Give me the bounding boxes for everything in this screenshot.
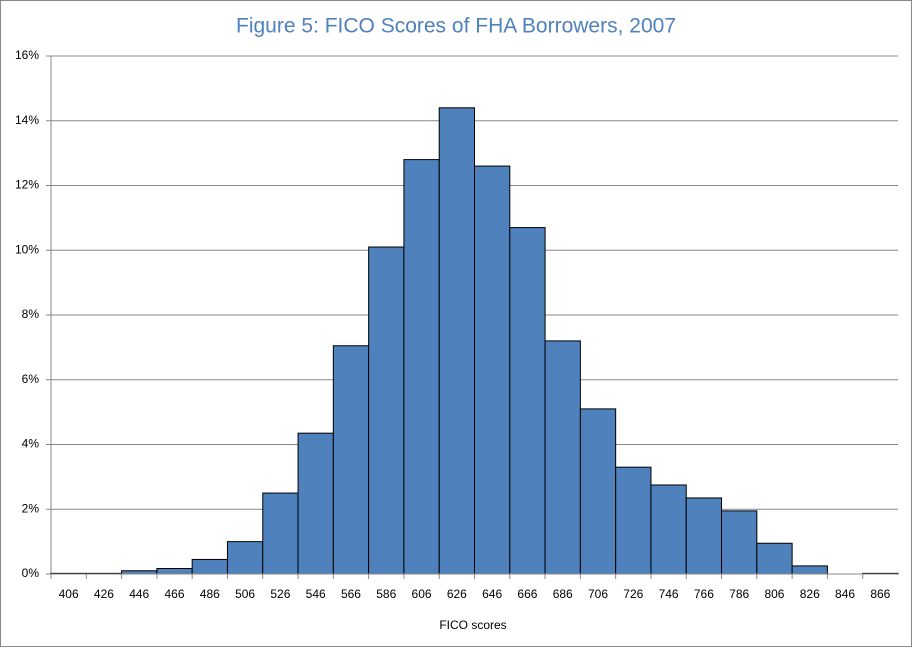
x-tick-label: 846 — [835, 587, 855, 601]
bar — [226, 541, 264, 575]
bar — [438, 107, 476, 575]
x-tick-label: 806 — [764, 587, 784, 601]
x-tick-label: 786 — [729, 587, 749, 601]
bar — [579, 408, 617, 575]
x-tick-label: 486 — [200, 587, 220, 601]
x-tick-label: 666 — [517, 587, 537, 601]
x-tick-label: 826 — [800, 587, 820, 601]
bar — [156, 567, 193, 575]
y-tick-label: 12% — [15, 178, 39, 192]
x-tick-label: 466 — [165, 587, 185, 601]
bar — [721, 510, 758, 575]
x-tick-label: 746 — [659, 587, 679, 601]
bar — [474, 165, 511, 575]
x-tick-label: 526 — [270, 587, 290, 601]
x-tick-label: 546 — [306, 587, 326, 601]
chart-title: Figure 5: FICO Scores of FHA Borrowers, … — [236, 15, 676, 38]
x-tick-label: 726 — [623, 587, 643, 601]
bar — [544, 340, 581, 575]
y-tick-label: 4% — [22, 437, 40, 451]
y-tick-label: 10% — [15, 242, 39, 256]
y-tick-label: 8% — [22, 307, 40, 321]
x-tick-label: 506 — [235, 587, 255, 601]
y-tick-label: 0% — [22, 566, 40, 580]
bar — [509, 227, 546, 575]
y-tick-label: 16% — [15, 48, 39, 62]
x-tick-label: 646 — [482, 587, 502, 601]
x-tick-label: 766 — [694, 587, 714, 601]
x-tick-label: 706 — [588, 587, 608, 601]
x-tick-label: 406 — [59, 587, 79, 601]
bar — [650, 484, 687, 575]
x-tick-label: 686 — [553, 587, 573, 601]
y-tick-label: 14% — [15, 113, 39, 127]
bar — [403, 159, 440, 575]
bar — [368, 246, 405, 575]
bar — [791, 565, 828, 575]
bar — [262, 492, 299, 575]
bar — [615, 466, 652, 575]
x-tick-label: 446 — [129, 587, 149, 601]
bar — [756, 542, 793, 575]
x-tick-label: 866 — [870, 587, 890, 601]
x-tick-label: 626 — [447, 587, 467, 601]
x-tick-label: 566 — [341, 587, 361, 601]
x-axis-label: FICO scores — [439, 618, 506, 632]
y-tick-label: 6% — [22, 372, 40, 386]
bar — [332, 345, 370, 575]
y-tick-label: 2% — [22, 501, 40, 515]
x-tick-label: 426 — [94, 587, 114, 601]
x-tick-label: 586 — [376, 587, 396, 601]
bar — [685, 497, 723, 575]
bar — [191, 558, 228, 575]
bar — [297, 432, 334, 575]
x-tick-label: 606 — [412, 587, 432, 601]
